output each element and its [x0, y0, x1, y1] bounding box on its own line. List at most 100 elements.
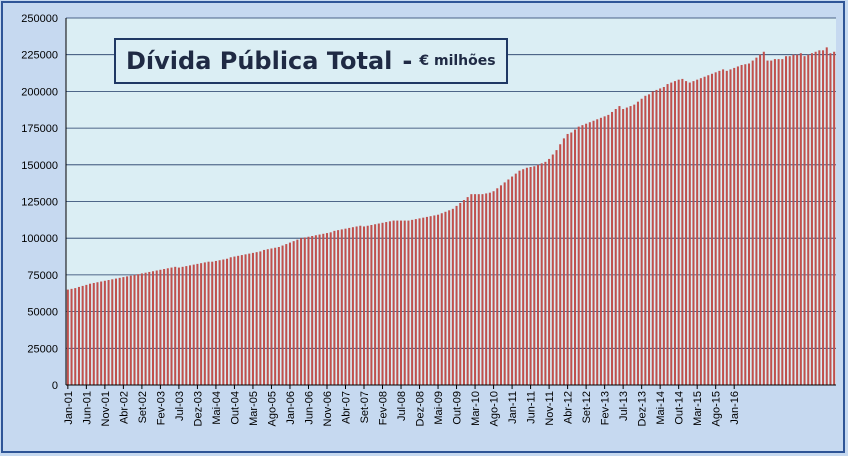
- bar: [744, 64, 747, 386]
- bar: [192, 264, 195, 385]
- axes: [65, 18, 836, 389]
- bar: [773, 59, 776, 385]
- bar: [474, 194, 477, 385]
- bar: [274, 247, 277, 385]
- x-tick-label: Set-12: [581, 391, 593, 423]
- bar: [244, 254, 247, 385]
- bar: [607, 114, 610, 385]
- bar: [100, 281, 103, 385]
- bar: [122, 277, 125, 385]
- bar: [318, 234, 321, 385]
- chart-units: € milhões: [419, 53, 496, 69]
- bar: [203, 262, 206, 385]
- x-tick-label: Mai-04: [211, 391, 223, 425]
- x-tick-labels: Jan-01 Jun-01 Nov-01 Abr-02 Set-02 Fev-03 Jul-…: [63, 391, 741, 426]
- bar: [685, 81, 688, 386]
- y-tick-label: 50000: [27, 307, 58, 319]
- x-tick-label: Out-09: [452, 391, 464, 425]
- bar: [585, 123, 588, 385]
- bar: [603, 116, 606, 386]
- bar: [311, 236, 314, 385]
- bar: [355, 226, 358, 385]
- x-tick-label: Fev-03: [155, 391, 167, 425]
- bar: [785, 56, 788, 386]
- bar: [507, 179, 510, 385]
- bar: [329, 232, 332, 385]
- bar: [799, 53, 802, 385]
- x-tick-label: Fev-13: [600, 391, 612, 425]
- bar: [66, 289, 69, 385]
- bar: [351, 227, 354, 385]
- bar: [636, 101, 639, 386]
- bar: [673, 81, 676, 386]
- y-tick-labels: 0 25000 50000 75000 100000 125000 150000 175000…: [21, 13, 58, 392]
- bar: [818, 50, 821, 386]
- bar: [200, 263, 203, 385]
- x-tick-label: Jun-06: [303, 391, 315, 425]
- bar: [196, 263, 199, 385]
- bar: [374, 224, 377, 385]
- bar: [648, 94, 651, 385]
- bar: [170, 267, 173, 385]
- x-tick-label: Jan-11: [507, 391, 519, 424]
- bar: [303, 237, 306, 385]
- bar: [751, 60, 754, 385]
- bar: [396, 220, 399, 385]
- y-tick-label: 125000: [21, 197, 58, 209]
- bar: [796, 54, 799, 385]
- bar: [92, 282, 95, 385]
- bar: [429, 216, 432, 385]
- bar: [492, 191, 495, 385]
- bar: [810, 53, 813, 385]
- bar: [129, 275, 132, 385]
- bar: [633, 104, 636, 386]
- bar: [366, 225, 369, 385]
- bar: [596, 119, 599, 385]
- bar: [566, 133, 569, 385]
- bar: [670, 82, 673, 385]
- x-tick-label: Jul-13: [618, 391, 630, 421]
- bar: [340, 229, 343, 385]
- bar: [185, 266, 188, 385]
- x-tick-label: Fev-08: [378, 391, 390, 425]
- bar: [281, 245, 284, 385]
- bar: [529, 167, 532, 385]
- bar: [381, 222, 384, 385]
- bar: [825, 47, 828, 386]
- bar: [422, 217, 425, 385]
- bar: [559, 144, 562, 385]
- bar: [211, 261, 214, 385]
- bar: [666, 84, 669, 385]
- bar: [418, 218, 421, 385]
- bar: [177, 267, 180, 385]
- bar: [485, 193, 488, 385]
- bar: [481, 194, 484, 385]
- y-tick-label: 250000: [21, 13, 58, 25]
- x-tick-label: Mar-15: [692, 391, 704, 426]
- bar: [544, 161, 547, 385]
- bar: [470, 194, 473, 385]
- bar: [829, 53, 832, 385]
- bar: [270, 248, 273, 385]
- bar: [359, 225, 362, 385]
- x-tick-label: Abr-02: [118, 391, 130, 424]
- x-tick-label: Mai-09: [433, 391, 445, 425]
- bar: [89, 283, 92, 385]
- x-tick-label: Abr-07: [340, 391, 352, 424]
- bar: [533, 166, 536, 385]
- bar: [555, 150, 558, 385]
- bar: [618, 106, 621, 385]
- bar: [370, 224, 373, 385]
- x-tick-label: Jul-08: [396, 391, 408, 421]
- bar: [307, 236, 310, 385]
- bar: [677, 79, 680, 385]
- bar: [126, 276, 129, 385]
- bar: [551, 154, 554, 385]
- title-separator: -: [402, 47, 413, 75]
- y-tick-label: 175000: [21, 123, 58, 135]
- bar: [640, 98, 643, 386]
- bar: [240, 255, 243, 385]
- bar: [133, 274, 136, 385]
- bar: [770, 60, 773, 385]
- x-tick-label: Jan-01: [63, 391, 75, 425]
